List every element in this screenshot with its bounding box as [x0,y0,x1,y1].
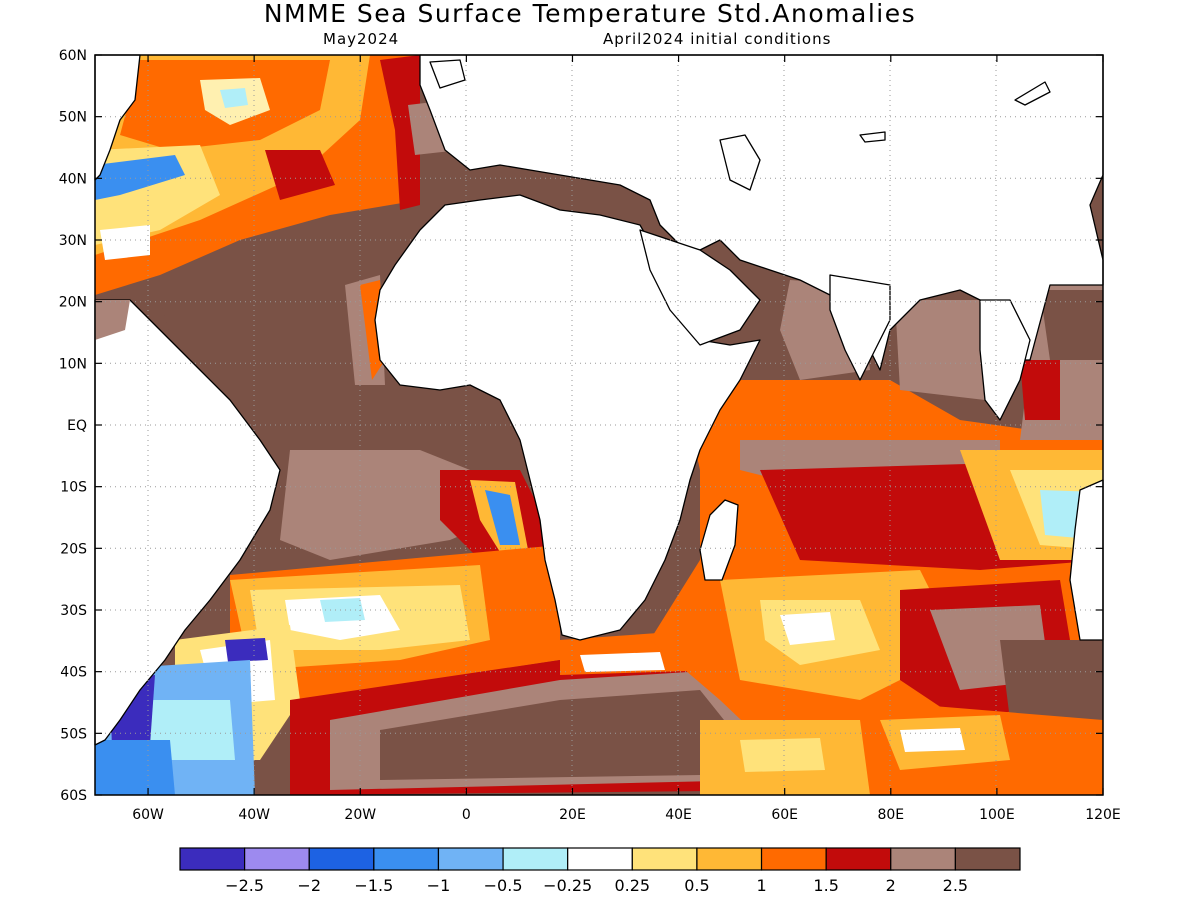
lat-tick-label: 50N [59,110,87,126]
lon-tick-label: 60W [132,807,164,823]
lat-tick-label: 50S [60,726,87,742]
lon-tick-label: 120E [1085,807,1121,823]
lon-tick-label: 60E [771,807,798,823]
colorbar-swatch [760,847,827,871]
lat-tick-label: 10N [59,356,87,372]
colorbar-swatch [696,847,763,871]
colorbar-swatch [179,847,246,871]
lon-tick-label: 0 [462,807,471,823]
colorbar-labels: −2.5 −2 −1.5 −1 −0.5 −0.25 0.25 0.5 1 1.5 2 2.5 [225,876,968,895]
colorbar-label: −0.5 [484,876,523,895]
lat-tick-label: 20S [60,541,87,557]
lon-tick-label: 20W [344,807,376,823]
lat-tick-label: 40N [59,171,87,187]
lat-tick-label: 40S [60,665,87,681]
lat-tick-label: 60S [60,788,87,804]
colorbar-swatch [502,847,569,871]
lat-tick-label: EQ [67,418,87,434]
eurasia-landmass [419,54,1104,371]
colorbar-swatch [437,847,504,871]
longitude-labels: 60W 40W 20W 0 20E 40E 60E 80E 100E 120E [132,807,1121,823]
lon-tick-label: 20E [559,807,586,823]
colorbar-swatch [373,847,440,871]
forecast-month: May2024 [323,30,400,48]
colorbar-label: 2 [886,876,896,895]
south-america-landmass [94,299,281,746]
colorbar-swatch [308,847,375,871]
lon-tick-label: 80E [877,807,904,823]
lat-tick-label: 30S [60,603,87,619]
colorbar-label: −1.5 [354,876,393,895]
lat-tick-label: 60N [59,48,87,64]
colorbar-label: 1 [756,876,766,895]
lat-tick-label: 20N [59,295,87,311]
colorbar-label: 2.5 [943,876,968,895]
land-masses [94,54,1104,746]
colorbar-swatch [825,847,892,871]
africa-landmass [374,194,761,641]
colorbar-swatch [631,847,698,871]
colorbar-swatch [567,847,633,871]
colorbar-swatch [954,847,1021,871]
map-title: NMME Sea Surface Temperature Std.Anomali… [263,0,917,28]
colorbar-label: −2 [297,876,321,895]
north-america-landmass [94,54,141,181]
colorbar-swatch [244,847,310,871]
lat-lon-grid [95,55,1103,795]
colorbar [179,847,1021,871]
colorbar-label: 0.25 [614,876,650,895]
colorbar-label: 0.5 [684,876,709,895]
colorbar-label: −2.5 [225,876,264,895]
lon-tick-label: 40E [665,807,692,823]
initial-conditions-label: April2024 initial conditions [603,30,832,48]
colorbar-label: −1 [427,876,451,895]
lat-tick-label: 30N [59,233,87,249]
lon-tick-label: 40W [238,807,270,823]
colorbar-label: 1.5 [813,876,838,895]
axis-ticks [95,54,1104,796]
lat-tick-label: 10S [60,480,87,496]
madagascar-landmass [699,499,739,581]
colorbar-swatch [890,847,956,871]
colorbar-label: −0.25 [543,876,592,895]
lon-tick-label: 100E [979,807,1015,823]
latitude-labels: 60N 50N 40N 30N 20N 10N EQ 10S 20S 30S 40S 50S 60S [59,48,87,804]
